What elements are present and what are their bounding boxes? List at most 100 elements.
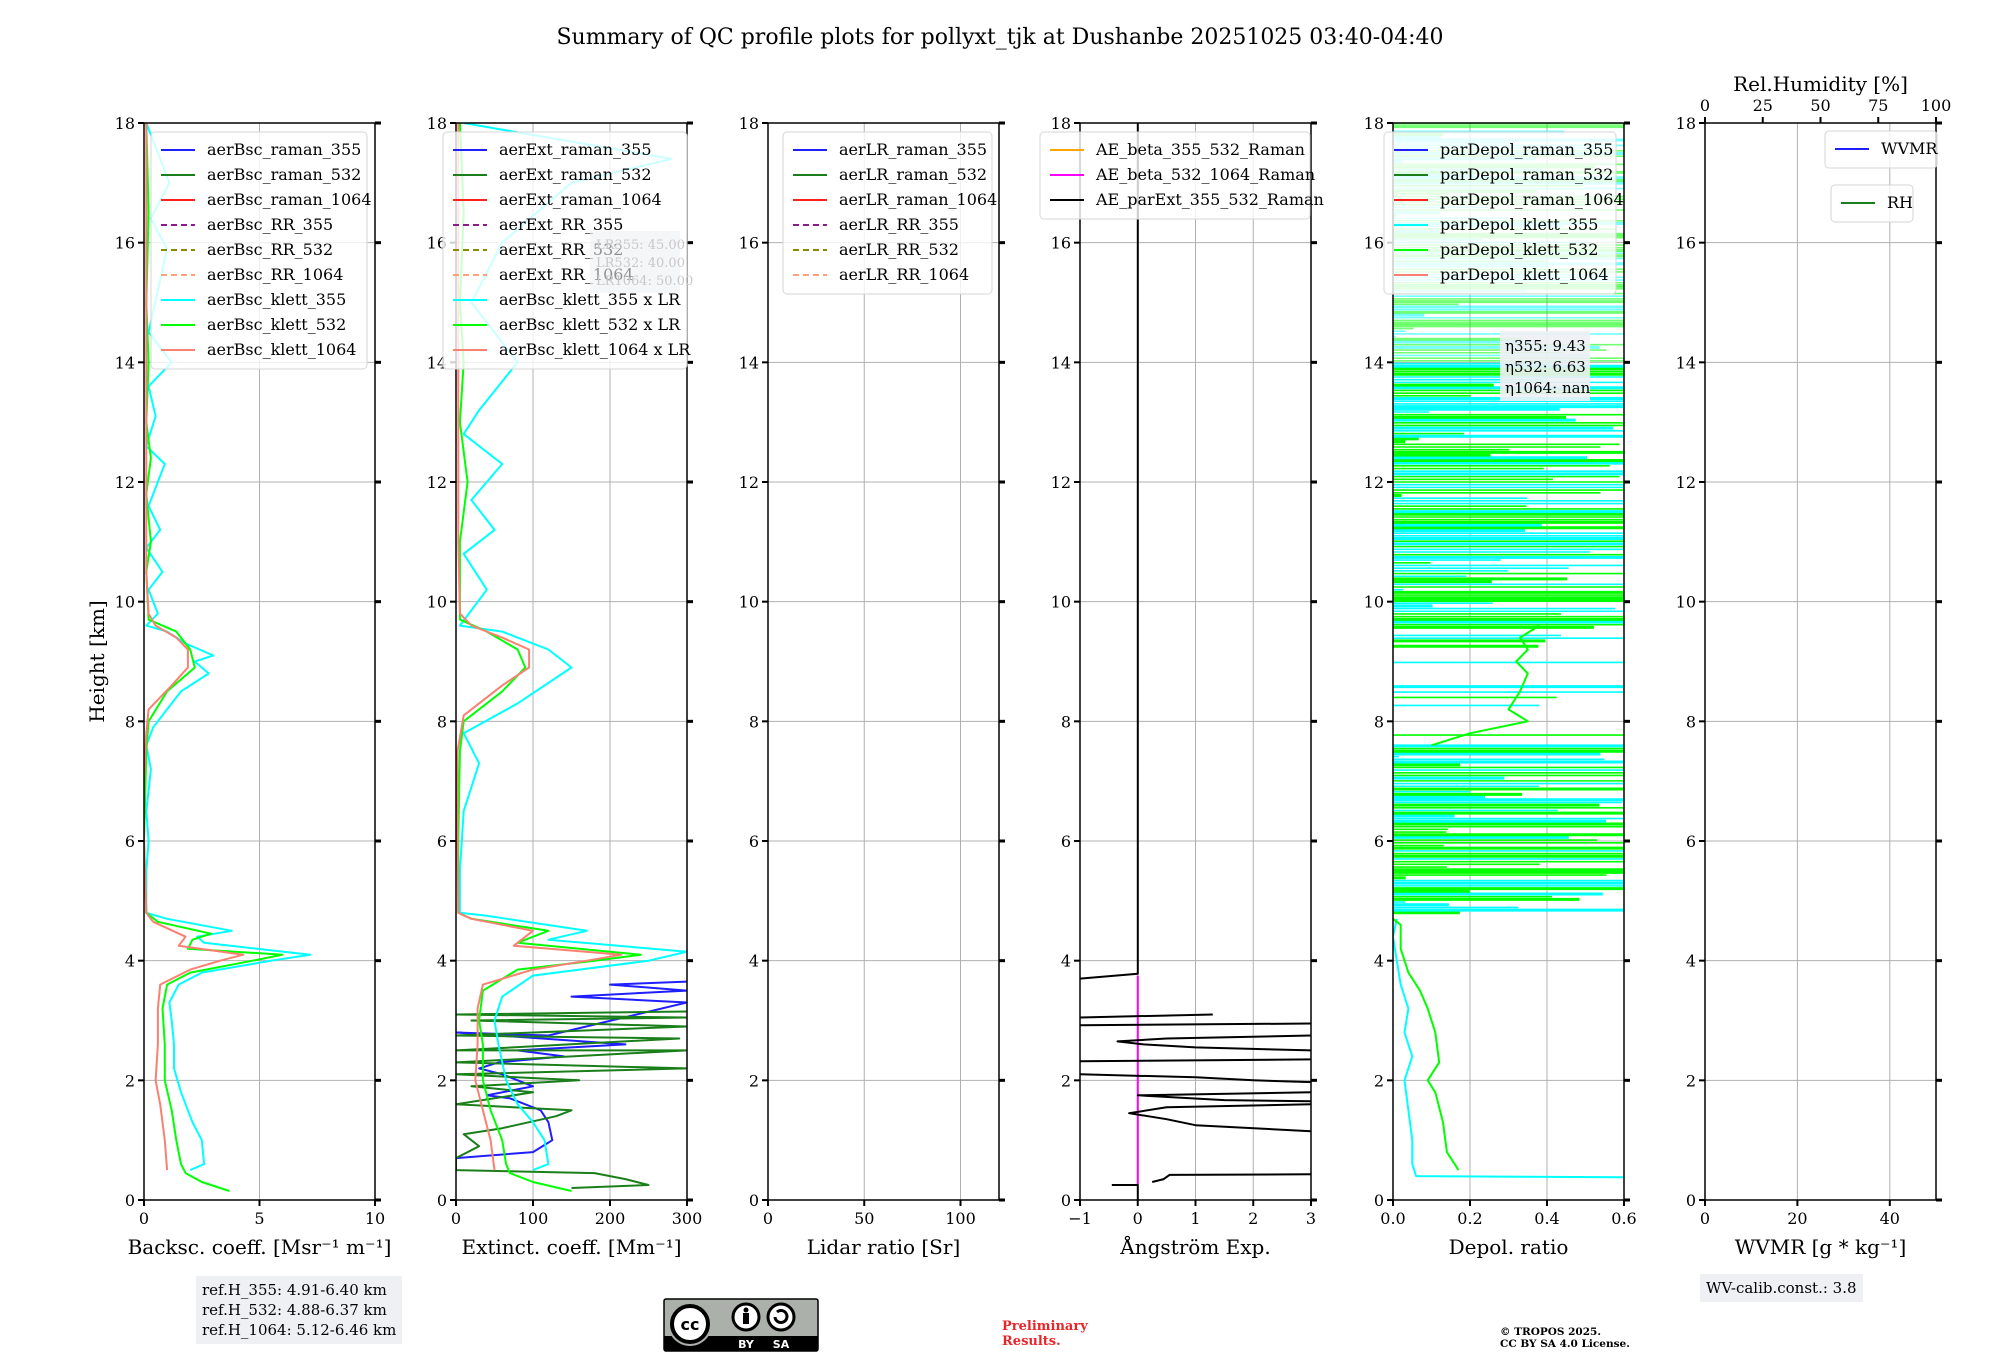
series-AE_parExt_355_532_Raman_h: [1080, 1022, 1311, 1027]
y-tick-label: 16: [739, 234, 759, 253]
x-tick-label: 0: [451, 1209, 461, 1228]
series-AE_parExt_355_532_Raman_g: [1116, 1034, 1311, 1052]
share-alike-icon: [766, 1302, 796, 1332]
svg-text:SA: SA: [773, 1338, 790, 1351]
series-aerBsc_klett_1064: [144, 123, 245, 1171]
legend-label: aerExt_raman_1064: [499, 190, 662, 209]
y-tick-label: 0: [749, 1191, 759, 1210]
legend-label: RH: [1887, 193, 1913, 212]
preliminary-line-1: Preliminary: [1002, 1319, 1088, 1334]
legend-label: aerLR_RR_355: [839, 215, 959, 234]
legend-label: parDepol_klett_355: [1440, 215, 1598, 234]
x-tick-label: 0.4: [1534, 1209, 1559, 1228]
y-tick-label: 10: [739, 593, 759, 612]
legend-box: [1824, 130, 1938, 169]
preliminary-results-note: Preliminary Results.: [1002, 1319, 1088, 1349]
y-tick-label: 4: [1374, 952, 1384, 971]
x-tick-label: 300: [672, 1209, 703, 1228]
y-tick-label: 16: [1364, 234, 1384, 253]
y-tick-label: 10: [427, 593, 447, 612]
axes-frame: [1392, 122, 1625, 1201]
legend: aerLR_raman_355 aerLR_raman_532 aerLR_rama…: [782, 131, 997, 295]
series-aerExt_raman_532: [456, 1010, 687, 1189]
top-x-tick-label: 0: [1700, 96, 1710, 115]
y-tick-label: 12: [1051, 473, 1071, 492]
legend-label: aerBsc_klett_532 x LR: [499, 315, 681, 334]
y-tick-label: 6: [749, 832, 759, 851]
x-axis-label: Lidar ratio [Sr]: [807, 1235, 961, 1259]
y-tick-label: 2: [1374, 1071, 1384, 1090]
legend-label: aerLR_raman_355: [839, 140, 987, 159]
top-x-tick-label: 75: [1868, 96, 1888, 115]
legend: RH: [1830, 184, 1914, 223]
y-tick-label: 2: [437, 1071, 447, 1090]
y-tick-label: 12: [1676, 473, 1696, 492]
legend-box: [1383, 131, 1617, 295]
x-tick-label: −1: [1068, 1209, 1092, 1228]
y-tick-label: 16: [1051, 234, 1071, 253]
legend-label: aerBsc_RR_1064: [207, 265, 343, 284]
x-tick-label: 100: [518, 1209, 549, 1228]
y-tick-label: 0: [125, 1191, 135, 1210]
y-tick-label: 12: [427, 473, 447, 492]
y-tick-label: 6: [125, 832, 135, 851]
figure-title: Summary of QC profile plots for pollyxt_…: [556, 25, 1443, 50]
eta-value: η532: 6.63: [1505, 358, 1586, 376]
preliminary-line-2: Results.: [1002, 1334, 1061, 1349]
x-tick-label: 10: [365, 1209, 385, 1228]
y-tick-label: 2: [749, 1071, 759, 1090]
y-tick-label: 8: [437, 712, 447, 731]
series-AE_parExt_355_532_Raman: [1111, 1184, 1139, 1200]
copyright-line-2: CC BY SA 4.0 License.: [1500, 1338, 1630, 1350]
eta-value: η355: 9.43: [1505, 337, 1586, 355]
series-parDepol_klett_532: [1393, 918, 1460, 1171]
x-tick-label: 50: [854, 1209, 874, 1228]
legend: aerBsc_raman_355 aerBsc_raman_532 aerBsc_r…: [150, 131, 372, 370]
ref-height-box: ref.H_355: 4.91-6.40 km ref.H_532: 4.88-…: [196, 1276, 403, 1344]
panel-depolarization: 0 2 4 6 8 10 12 14 16 18 0.0 0.2 0.4 0.6 Depol. ratio p…: [1364, 114, 1637, 1259]
series-aerBsc_klett_355 x LR: [458, 123, 687, 1172]
lidar-ratio-value: LR1064: 50.00: [596, 274, 693, 289]
legend-label: AE_beta_355_532_Raman: [1095, 140, 1305, 159]
y-tick-label: 18: [1364, 114, 1384, 133]
legend-label: aerBsc_raman_1064: [207, 190, 372, 209]
y-tick-label: 8: [1061, 712, 1071, 731]
y-tick-label: 8: [1374, 712, 1384, 731]
y-tick-label: 14: [1676, 353, 1696, 372]
y-tick-label: 18: [739, 114, 759, 133]
eta-value: η1064: nan: [1505, 379, 1591, 397]
legend-label: parDepol_raman_532: [1440, 165, 1613, 184]
legend-box: [1039, 131, 1311, 220]
x-tick-label: 0: [139, 1209, 149, 1228]
legend-label: aerBsc_klett_355 x LR: [499, 290, 681, 309]
x-tick-label: 1: [1190, 1209, 1200, 1228]
y-tick-label: 16: [427, 234, 447, 253]
legend-label: WVMR: [1881, 139, 1938, 158]
series-aerBsc_klett_1064 x LR: [456, 123, 623, 1171]
legend-label: aerBsc_klett_355: [207, 290, 346, 309]
y-tick-label: 4: [749, 952, 759, 971]
y-tick-label: 0: [1686, 1191, 1696, 1210]
legend-label: AE_beta_532_1064_Raman: [1095, 165, 1315, 184]
legend-label: parDepol_raman_1064: [1440, 190, 1624, 209]
y-tick-label: 18: [1676, 114, 1696, 133]
legend-label: parDepol_klett_532: [1440, 240, 1598, 259]
y-tick-label: 8: [125, 712, 135, 731]
y-axis-label: Height [km]: [85, 600, 109, 722]
legend-label: aerExt_raman_532: [499, 165, 652, 184]
y-tick-label: 2: [125, 1071, 135, 1090]
panel-backscatter: 0 2 4 6 8 10 12 14 16 18 0 5 10 Backsc. coeff. [Msr⁻¹…: [85, 114, 391, 1259]
x-axis-label: Extinct. coeff. [Mm⁻¹]: [461, 1235, 681, 1259]
y-tick-label: 14: [427, 353, 447, 372]
x-axis-label: Ångström Exp.: [1119, 1234, 1270, 1259]
x-tick-label: 5: [254, 1209, 264, 1228]
series-parDepol_klett_355: [1393, 918, 1624, 1179]
copyright-line-1: © TROPOS 2025.: [1500, 1326, 1602, 1338]
x-tick-label: 0: [763, 1209, 773, 1228]
cc-icon: [670, 1304, 710, 1344]
y-tick-label: 10: [1676, 593, 1696, 612]
legend: AE_beta_355_532_Raman AE_beta_532_1064_Ra…: [1039, 131, 1324, 220]
y-tick-label: 12: [739, 473, 759, 492]
